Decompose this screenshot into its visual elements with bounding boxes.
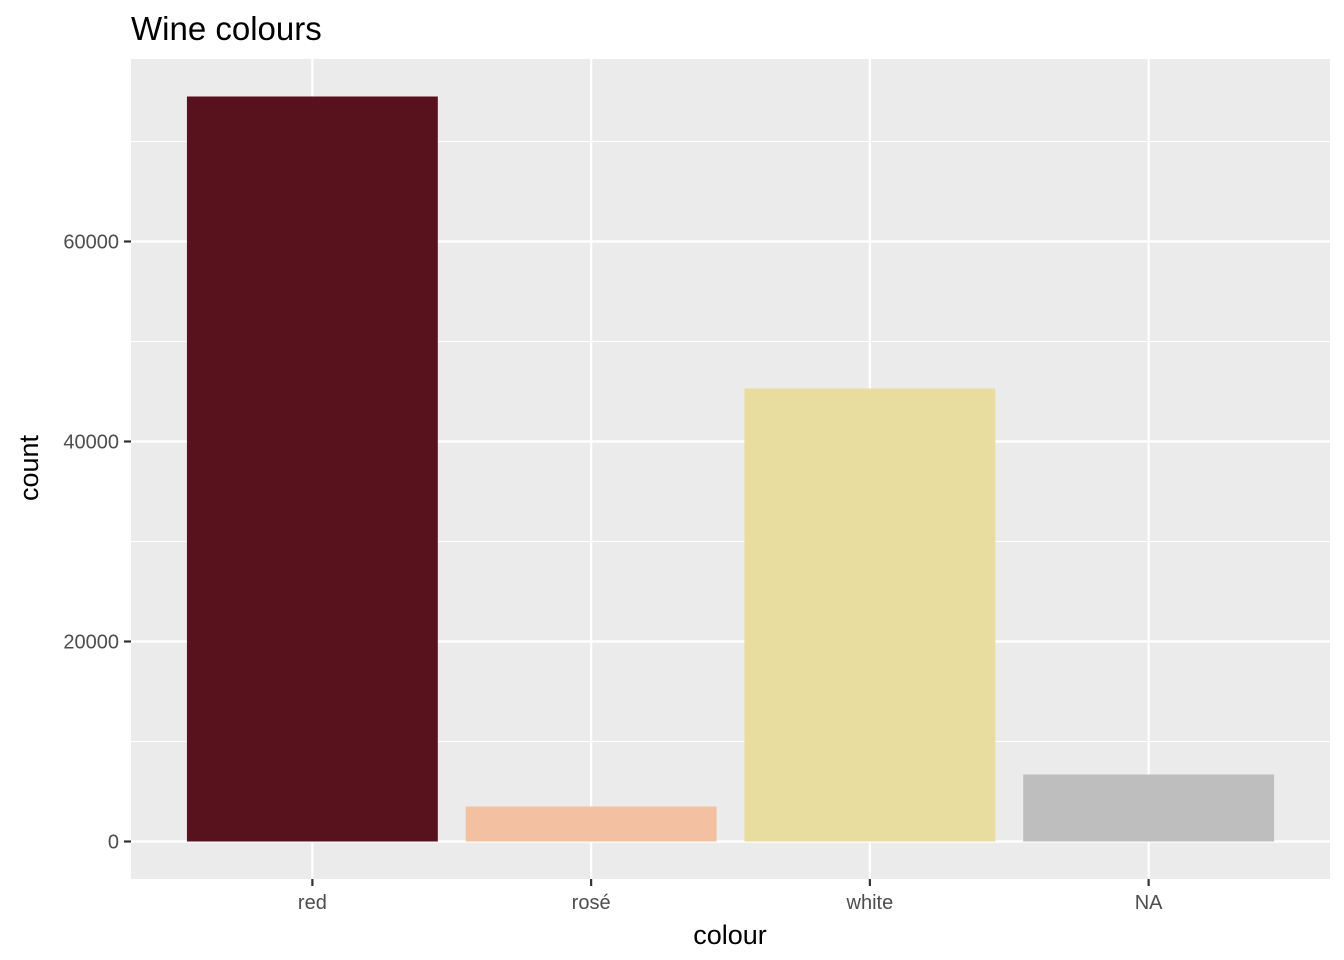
y-tick-label: 20000 bbox=[63, 632, 119, 654]
x-tick-label: NA bbox=[1135, 892, 1163, 914]
x-tick-label: red bbox=[298, 892, 327, 914]
bar-red bbox=[186, 96, 438, 842]
x-axis-title: colour bbox=[693, 920, 767, 950]
y-tick-label: 60000 bbox=[63, 232, 119, 254]
y-tick-label: 0 bbox=[108, 832, 119, 854]
y-axis-title: count bbox=[14, 434, 44, 501]
axes: 0 20000 40000 60000 red rosé white NA bbox=[63, 232, 1163, 915]
bars bbox=[186, 96, 1275, 842]
chart-title: Wine colours bbox=[131, 10, 322, 47]
x-tick-label: rosé bbox=[572, 892, 611, 914]
y-tick-label: 40000 bbox=[63, 432, 119, 454]
x-tick-label: white bbox=[846, 892, 894, 914]
bar-na bbox=[1023, 774, 1275, 842]
bar-white bbox=[744, 388, 996, 842]
bar-ros- bbox=[465, 806, 717, 842]
